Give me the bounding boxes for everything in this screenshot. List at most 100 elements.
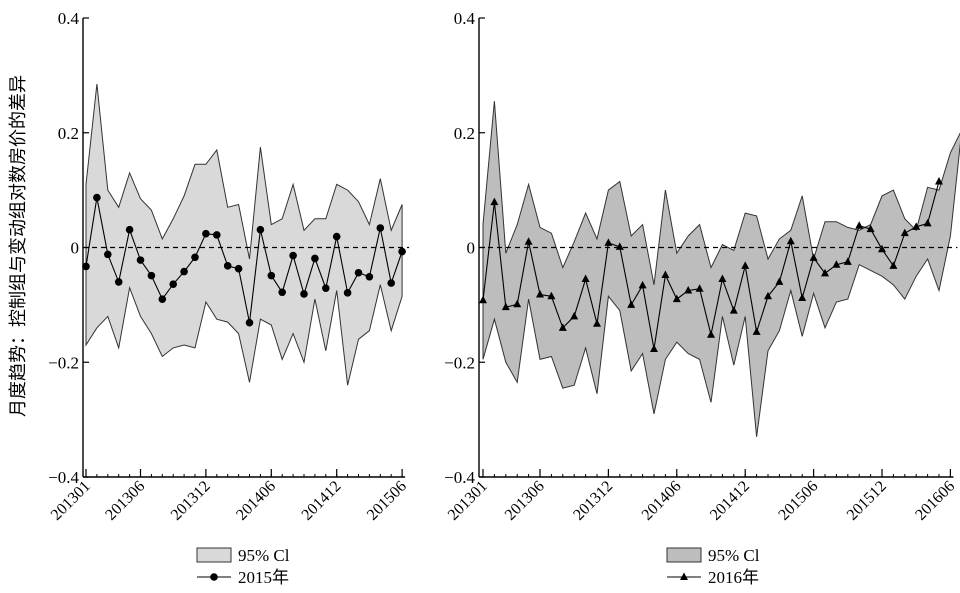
legend-band-swatch bbox=[666, 547, 702, 563]
data-point bbox=[581, 274, 590, 283]
data-point bbox=[638, 280, 647, 289]
data-point bbox=[289, 251, 297, 260]
data-point bbox=[878, 244, 886, 253]
x-tick-label: 201506 bbox=[364, 478, 410, 524]
y-axis-label: 月度趋势：控制组与变动组对数房价的差异 bbox=[8, 75, 28, 417]
legend-series-marker bbox=[210, 573, 218, 581]
x-tick-label: 201406 bbox=[639, 478, 685, 524]
data-point bbox=[245, 318, 254, 327]
data-point bbox=[147, 271, 156, 280]
data-point bbox=[158, 295, 167, 303]
x-tick-label: 201412 bbox=[299, 478, 345, 524]
data-point bbox=[935, 177, 943, 185]
data-point bbox=[912, 222, 921, 230]
data-point bbox=[752, 327, 761, 335]
data-point bbox=[558, 323, 567, 331]
data-point bbox=[684, 286, 693, 294]
data-point bbox=[741, 261, 750, 269]
y-tick-label: −0.2 bbox=[48, 353, 79, 372]
data-point bbox=[223, 262, 232, 270]
data-point bbox=[490, 197, 499, 206]
x-tick-label: 201306 bbox=[502, 478, 548, 524]
data-point bbox=[786, 236, 795, 245]
y-tick-label: −0.4 bbox=[444, 468, 475, 487]
data-point bbox=[798, 293, 807, 301]
data-point bbox=[191, 253, 199, 262]
data-point bbox=[707, 330, 715, 338]
data-point bbox=[300, 290, 308, 298]
data-point bbox=[729, 306, 738, 314]
data-point bbox=[650, 344, 658, 353]
x-tick-label: 201312 bbox=[168, 478, 214, 524]
data-point bbox=[125, 225, 134, 234]
data-point bbox=[343, 289, 352, 297]
y-tick-label: 0.4 bbox=[454, 9, 476, 28]
legend-band-swatch bbox=[196, 547, 232, 563]
data-point bbox=[866, 224, 875, 233]
data-point bbox=[832, 260, 841, 268]
data-point bbox=[267, 271, 276, 280]
data-point bbox=[332, 232, 341, 241]
legend-series-marker bbox=[680, 572, 688, 580]
data-point bbox=[234, 264, 243, 273]
data-point bbox=[809, 253, 818, 261]
x-tick-label: 201306 bbox=[102, 478, 148, 524]
x-tick-label: 201506 bbox=[775, 478, 821, 524]
data-point bbox=[604, 238, 613, 246]
data-point bbox=[278, 288, 287, 297]
x-tick-label: 201312 bbox=[570, 478, 616, 524]
data-point bbox=[387, 279, 396, 287]
data-point bbox=[256, 225, 265, 234]
data-point bbox=[764, 291, 772, 300]
x-tick-label: 201406 bbox=[233, 478, 279, 524]
data-point bbox=[843, 257, 852, 265]
y-tick-label: −0.4 bbox=[48, 468, 79, 487]
data-point bbox=[513, 299, 522, 308]
y-tick-label: 0 bbox=[467, 239, 476, 258]
confidence-band bbox=[85, 83, 403, 386]
data-point bbox=[169, 280, 177, 289]
data-point bbox=[536, 290, 544, 298]
data-point bbox=[398, 247, 406, 256]
data-point bbox=[365, 272, 374, 281]
data-point bbox=[570, 311, 579, 320]
x-tick-label: 201412 bbox=[707, 478, 753, 524]
data-point bbox=[311, 254, 319, 263]
data-point bbox=[775, 277, 784, 285]
data-point bbox=[501, 302, 510, 311]
data-point bbox=[136, 256, 145, 264]
data-point bbox=[593, 319, 601, 327]
data-point bbox=[202, 229, 210, 238]
data-point bbox=[695, 284, 704, 292]
data-point bbox=[114, 278, 123, 286]
data-point bbox=[547, 291, 556, 300]
data-point bbox=[900, 228, 909, 237]
legend-band-label: 95% Cl bbox=[708, 546, 760, 565]
data-point bbox=[627, 300, 636, 308]
data-point bbox=[855, 221, 864, 229]
y-tick-label: 0.4 bbox=[58, 9, 80, 28]
y-tick-label: 0.2 bbox=[454, 124, 475, 143]
y-tick-label: 0.2 bbox=[58, 124, 79, 143]
data-point bbox=[661, 270, 670, 279]
legend-series-label: 2016年 bbox=[708, 568, 759, 587]
data-point bbox=[718, 274, 727, 283]
data-point bbox=[93, 193, 101, 202]
legend-series-label: 2015年 bbox=[238, 568, 289, 587]
data-point bbox=[889, 261, 898, 269]
data-point bbox=[376, 224, 385, 232]
legend-band-label: 95% Cl bbox=[238, 546, 290, 565]
x-tick-label: 201512 bbox=[844, 478, 890, 524]
confidence-band bbox=[482, 101, 960, 437]
data-point bbox=[82, 262, 90, 271]
x-tick-label: 201606 bbox=[912, 478, 958, 524]
data-point bbox=[479, 295, 487, 304]
y-tick-label: 0 bbox=[71, 239, 80, 258]
data-point bbox=[322, 284, 330, 293]
data-point bbox=[524, 237, 533, 245]
y-tick-label: −0.2 bbox=[444, 353, 475, 372]
data-point bbox=[615, 242, 624, 250]
